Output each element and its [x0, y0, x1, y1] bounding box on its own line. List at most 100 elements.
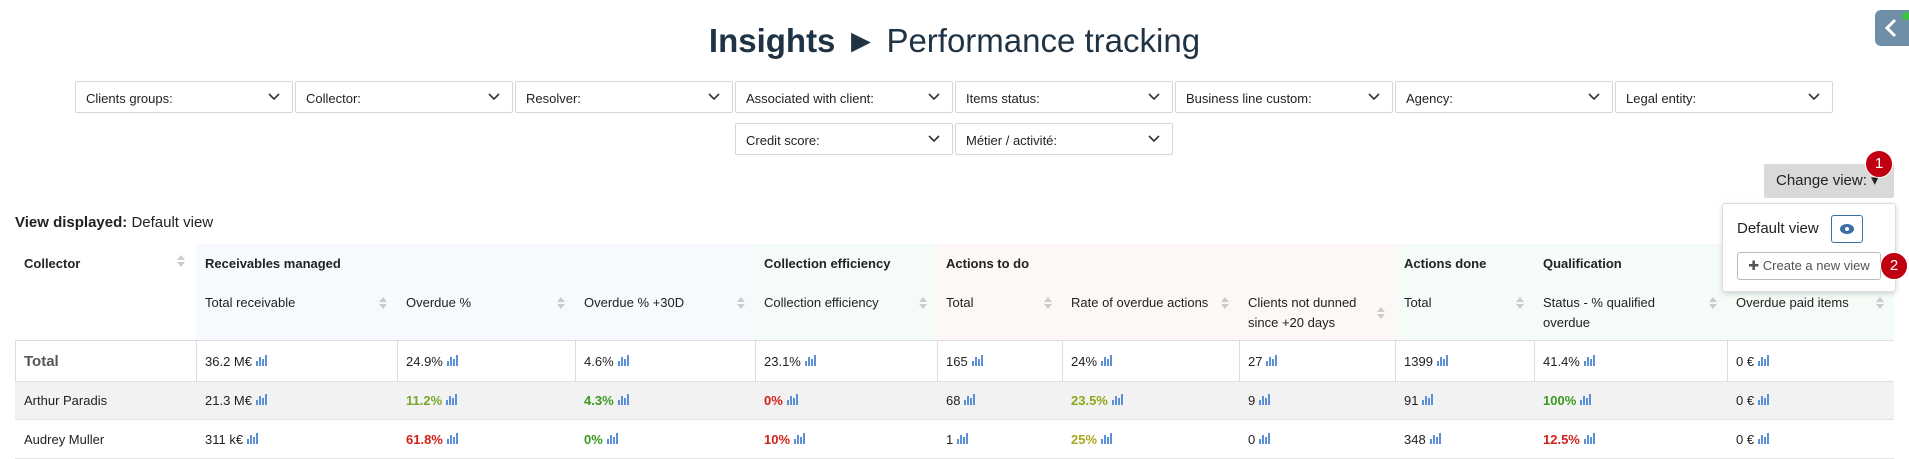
cell-value: 68: [937, 393, 976, 408]
create-view-button[interactable]: ✚ Create a new view: [1737, 252, 1881, 280]
chart-icon[interactable]: [1583, 354, 1596, 366]
eye-button[interactable]: [1831, 215, 1863, 243]
filter-dropdown[interactable]: Associated with client:: [735, 81, 953, 113]
filter-dropdown[interactable]: Collector:: [295, 81, 513, 113]
sort-control[interactable]: [177, 254, 185, 272]
filter-dropdown[interactable]: Business line custom:: [1175, 81, 1393, 113]
page-header: Insights ► Performance tracking: [0, 22, 1909, 60]
column-header[interactable]: Overdue % +30D: [584, 295, 685, 310]
menu-item[interactable]: Default view: [1737, 220, 1819, 237]
filter-dropdown[interactable]: Credit score:: [735, 123, 953, 155]
column-header[interactable]: Clients not dunned since +20 days: [1248, 295, 1357, 330]
cell-text: 36.2 M€: [205, 353, 252, 369]
sort-control[interactable]: [557, 296, 565, 314]
sort-control[interactable]: [1377, 306, 1385, 324]
chart-icon[interactable]: [957, 432, 969, 444]
cell-value: 10%: [755, 432, 806, 447]
column-header[interactable]: Total: [1404, 295, 1432, 310]
cell-text: 0 €: [1736, 431, 1755, 447]
column-header[interactable]: Rate of overdue actions: [1071, 295, 1209, 310]
view-displayed-label: View displayed:: [15, 214, 128, 231]
cell-text: 311 k€: [205, 431, 244, 447]
sort-control[interactable]: [379, 296, 387, 314]
cell-text: 4.6%: [584, 353, 614, 369]
chart-icon[interactable]: [1422, 394, 1434, 405]
chart-icon[interactable]: [1583, 432, 1596, 444]
cell-text: 11.2%: [406, 393, 443, 408]
sort-control[interactable]: [1516, 296, 1524, 314]
column-header[interactable]: Total: [946, 295, 974, 310]
chart-icon[interactable]: [617, 394, 630, 405]
subtitle: Performance tracking: [886, 22, 1201, 59]
sort-icon[interactable]: [1044, 297, 1052, 309]
filter-dropdown[interactable]: Resolver:: [515, 81, 733, 113]
sort-control[interactable]: [1709, 296, 1717, 314]
chart-icon[interactable]: [1101, 354, 1113, 366]
chart-icon[interactable]: [1580, 394, 1592, 405]
column-header[interactable]: Overdue paid items: [1736, 295, 1849, 310]
chart-icon[interactable]: [446, 354, 459, 366]
sort-icon[interactable]: [1377, 307, 1385, 319]
chart-icon[interactable]: [255, 394, 268, 405]
chart-icon[interactable]: [1436, 354, 1449, 366]
sort-control[interactable]: [737, 296, 745, 314]
filter-dropdown[interactable]: Agency:: [1395, 81, 1613, 113]
chart-icon[interactable]: [617, 354, 630, 366]
cell-value: 41.4%: [1534, 354, 1596, 369]
cell-text: 100%: [1543, 393, 1577, 408]
filter-dropdown[interactable]: Legal entity:: [1615, 81, 1833, 113]
chart-icon[interactable]: [1259, 432, 1271, 444]
column-header[interactable]: Overdue %: [406, 295, 472, 310]
side-toggle[interactable]: [1875, 10, 1909, 46]
sort-icon[interactable]: [1221, 297, 1229, 309]
sort-icon[interactable]: [737, 297, 745, 309]
chart-icon[interactable]: [1758, 394, 1770, 405]
sort-control[interactable]: [1221, 296, 1229, 314]
filter-dropdown[interactable]: Métier / activité:: [955, 123, 1173, 155]
chart-icon[interactable]: [606, 432, 619, 444]
sort-icon[interactable]: [1709, 297, 1717, 309]
cell-divider: [755, 341, 756, 382]
chart-icon[interactable]: [247, 432, 259, 444]
column-header[interactable]: Collector: [24, 256, 81, 271]
cell-text: 0: [1248, 431, 1256, 447]
chart-icon[interactable]: [1101, 432, 1113, 444]
sort-icon[interactable]: [557, 297, 565, 309]
chart-icon[interactable]: [786, 394, 799, 405]
cell-text: 10%: [764, 431, 791, 447]
filter-label: Resolver:: [526, 91, 581, 106]
chart-icon[interactable]: [1259, 394, 1271, 405]
chart-icon[interactable]: [446, 432, 459, 444]
sort-control[interactable]: [919, 296, 927, 314]
chart-icon[interactable]: [1266, 354, 1278, 366]
row-label: Arthur Paradis: [24, 393, 108, 408]
sort-icon[interactable]: [379, 297, 387, 309]
chart-icon[interactable]: [1111, 394, 1124, 405]
cell-value: 91: [1395, 393, 1434, 408]
column-header[interactable]: Total receivable: [205, 295, 296, 310]
sort-icon[interactable]: [1876, 297, 1884, 309]
chart-icon[interactable]: [794, 432, 806, 444]
cell-divider: [1395, 341, 1396, 382]
sort-control[interactable]: [1044, 296, 1052, 314]
chart-icon[interactable]: [1429, 432, 1442, 444]
chart-icon[interactable]: [804, 354, 817, 366]
sort-control[interactable]: [1876, 296, 1884, 314]
sort-icon[interactable]: [1516, 297, 1524, 309]
cell-value: 24%: [1062, 354, 1113, 369]
sort-icon[interactable]: [177, 255, 185, 267]
chart-icon[interactable]: [255, 354, 268, 366]
chart-icon[interactable]: [971, 354, 984, 366]
chart-icon[interactable]: [446, 394, 458, 405]
column-header[interactable]: Collection efficiency: [764, 295, 879, 310]
cell-value: 61.8%: [397, 432, 459, 447]
filter-dropdown[interactable]: Clients groups:: [75, 81, 293, 113]
chart-icon[interactable]: [1758, 354, 1770, 366]
column-header[interactable]: Status - % qualified overdue: [1543, 295, 1656, 330]
chevron: [1588, 93, 1600, 101]
chevron: [1148, 135, 1160, 143]
chart-icon[interactable]: [1758, 432, 1770, 444]
filter-dropdown[interactable]: Items status:: [955, 81, 1173, 113]
chart-icon[interactable]: [964, 394, 976, 405]
sort-icon[interactable]: [919, 297, 927, 309]
